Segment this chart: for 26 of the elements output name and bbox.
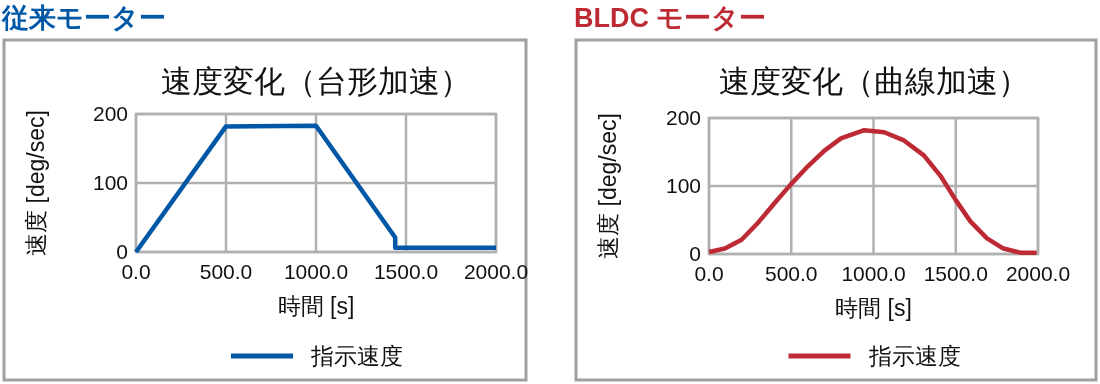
x-tick-label: 1000.0 bbox=[841, 262, 906, 285]
y-axis-title: 速度 [deg/sec] bbox=[595, 113, 621, 259]
x-tick-label: 0.0 bbox=[694, 262, 724, 285]
x-axis-title: 時間 [s] bbox=[277, 293, 355, 319]
x-tick-label: 2000.0 bbox=[463, 260, 529, 283]
y-tick-label: 0 bbox=[116, 240, 128, 263]
x-axis-title: 時間 [s] bbox=[835, 295, 912, 321]
x-tick-label: 500.0 bbox=[764, 262, 818, 285]
x-tick-label: 1000.0 bbox=[283, 260, 349, 283]
x-tick-label: 2000.0 bbox=[1005, 262, 1071, 285]
y-tick-label: 100 bbox=[665, 174, 701, 197]
x-tick-label: 500.0 bbox=[199, 260, 253, 283]
chart-title: 従来モーター bbox=[1, 3, 166, 33]
x-tick-label: 1500.0 bbox=[923, 262, 988, 285]
chart-title: BLDC モーター bbox=[574, 3, 767, 33]
y-tick-label: 200 bbox=[92, 102, 128, 125]
y-tick-label: 100 bbox=[92, 171, 128, 194]
legend-label: 指示速度 bbox=[867, 343, 961, 369]
chart-subtitle: 速度変化（曲線加速） bbox=[718, 64, 1029, 99]
y-tick-label: 200 bbox=[665, 106, 701, 129]
x-tick-label: 0.0 bbox=[121, 260, 151, 283]
y-axis-title: 速度 [deg/sec] bbox=[23, 110, 49, 256]
legend-label: 指示速度 bbox=[310, 343, 403, 369]
y-tick-label: 0 bbox=[689, 242, 701, 265]
chart-subtitle: 速度変化（台形加速） bbox=[161, 64, 471, 99]
x-tick-label: 1500.0 bbox=[373, 260, 439, 283]
